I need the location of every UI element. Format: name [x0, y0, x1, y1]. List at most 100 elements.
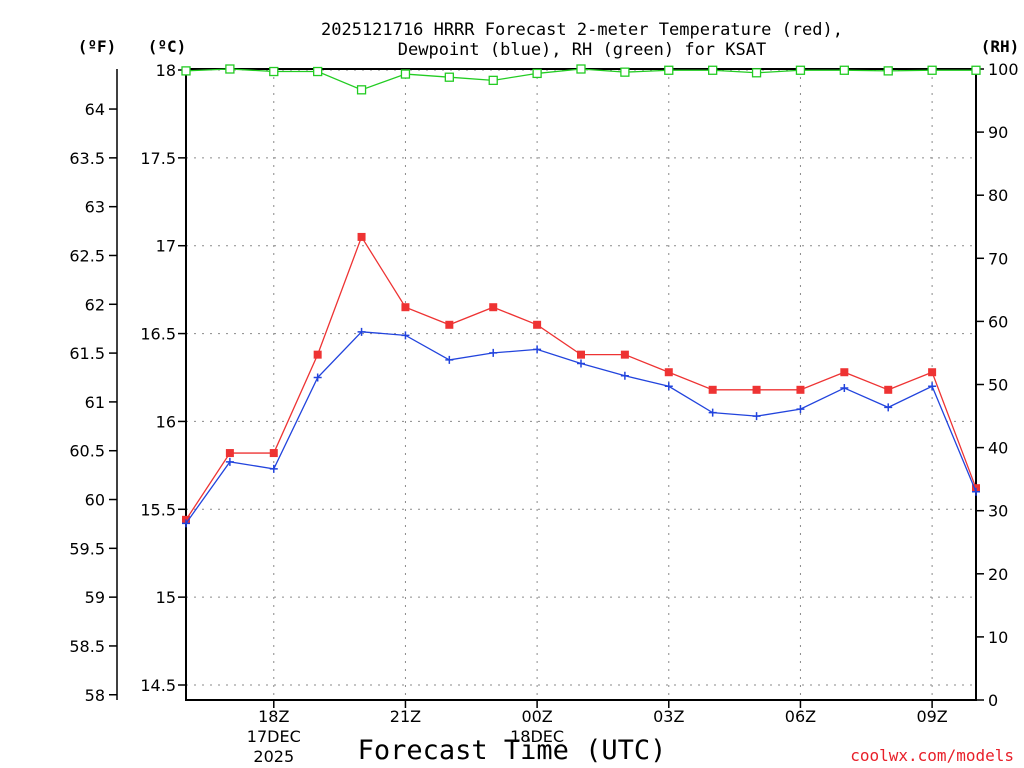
dewpoint-point — [182, 519, 190, 528]
fahrenheit-tick-label: 59 — [85, 588, 105, 607]
rh-point — [313, 66, 323, 77]
fahrenheit-tick-label: 60.5 — [69, 442, 105, 461]
temperature-point — [401, 303, 410, 312]
chart-title-line1: 2025121716 HRRR Forecast 2-meter Tempera… — [321, 20, 843, 40]
rh-point — [883, 66, 893, 76]
chart-title-line2: Dewpoint (blue), RH (green) for KSAT — [398, 40, 766, 60]
temperature-point — [313, 350, 322, 359]
dewpoint-point — [664, 382, 673, 391]
rh-point — [795, 65, 806, 75]
temperature-point — [357, 232, 366, 241]
credit-text: coolwx.com/models — [850, 746, 1014, 765]
rh-point — [225, 64, 235, 74]
x-tick-label: 06Z — [785, 707, 816, 726]
x-tick-date-label: 18DEC — [510, 727, 564, 746]
rh-point — [839, 65, 849, 75]
rh-point — [269, 66, 279, 77]
rh-tick-label: 60 — [988, 312, 1008, 331]
fahrenheit-tick-label: 61.5 — [69, 344, 105, 363]
celsius-tick-label: 17 — [156, 237, 176, 256]
temperature-point — [928, 368, 937, 377]
x-tick-year-label: 2025 — [253, 747, 294, 766]
dewpoint-point — [269, 464, 278, 473]
rh-tick-label: 90 — [988, 123, 1008, 142]
x-tick-label: 18Z — [258, 707, 289, 726]
rh-point — [400, 69, 411, 79]
rh-tick-label: 30 — [988, 502, 1008, 521]
temperature-line — [185, 235, 977, 521]
dewpoint-point — [533, 345, 542, 354]
temperature-point — [664, 368, 673, 377]
dewpoint-point — [620, 371, 629, 380]
rh-tick-label: 80 — [988, 186, 1008, 205]
x-tick-label: 00Z — [521, 707, 552, 726]
x-tick-date-label: 17DEC — [247, 727, 301, 746]
rh-point — [444, 72, 454, 82]
dewpoint-point — [708, 408, 717, 417]
data-series — [181, 64, 981, 528]
temperature-point — [533, 320, 542, 329]
fahrenheit-tick-label: 62 — [85, 295, 105, 314]
rh-point — [181, 66, 191, 76]
rh-unit-label: (RH) — [981, 37, 1020, 56]
fahrenheit-tick-label: 58 — [85, 686, 105, 705]
temperature-point — [269, 449, 278, 458]
axes: 14.5 15 15.5 16 16.5 17 17.5 18 58 58.5 59 59.5 60 60… — [69, 60, 1018, 766]
dewpoint-point — [489, 348, 498, 357]
dewpoint-point — [840, 384, 849, 393]
fahrenheit-tick-label: 62.5 — [69, 246, 105, 265]
rh-tick-label: 20 — [988, 565, 1008, 584]
fahrenheit-unit-label: (ºF) — [78, 37, 117, 56]
rh-point — [576, 64, 586, 74]
rh-tick-label: 40 — [988, 439, 1008, 458]
celsius-tick-label: 18 — [156, 61, 176, 80]
rh-point — [532, 68, 542, 79]
fahrenheit-tick-label: 60 — [85, 491, 105, 510]
rh-tick-label: 0 — [988, 691, 998, 710]
dewpoint-point — [357, 327, 366, 336]
rh-tick-label: 50 — [988, 376, 1008, 395]
celsius-tick-label: 16 — [156, 412, 176, 431]
dewpoint-point — [972, 487, 980, 496]
fahrenheit-tick-label: 58.5 — [69, 637, 105, 656]
dewpoint-point — [796, 405, 805, 414]
temperature-point — [225, 449, 234, 458]
celsius-unit-label: (ºC) — [148, 37, 187, 56]
temperature-point — [620, 350, 629, 359]
fahrenheit-tick-label: 64 — [85, 100, 105, 119]
dewpoint-point — [577, 359, 585, 368]
celsius-tick-label: 14.5 — [140, 676, 176, 695]
fahrenheit-tick-label: 61 — [85, 393, 105, 412]
dewpoint-point — [401, 331, 410, 340]
temperature-point — [708, 385, 717, 394]
rh-point — [708, 65, 718, 75]
grid-lines — [186, 69, 976, 700]
temperature-point — [752, 385, 761, 394]
temperature-point — [884, 385, 893, 394]
rh-tick-label: 10 — [988, 628, 1008, 647]
celsius-tick-label: 17.5 — [140, 149, 176, 168]
rh-point — [664, 65, 674, 75]
rh-point — [488, 75, 498, 86]
celsius-tick-label: 16.5 — [140, 325, 176, 344]
celsius-tick-label: 15 — [156, 588, 176, 607]
temperature-point — [489, 303, 498, 312]
dewpoint-point — [928, 382, 937, 391]
dewpoint-point — [884, 403, 893, 412]
dewpoint-point — [313, 373, 322, 382]
rh-point — [927, 65, 937, 75]
x-tick-label: 03Z — [653, 707, 684, 726]
rh-point — [971, 65, 981, 75]
fahrenheit-tick-label: 63.5 — [69, 149, 105, 168]
fahrenheit-tick-label: 59.5 — [69, 539, 105, 558]
temperature-point — [840, 368, 849, 377]
x-tick-label: 09Z — [916, 707, 947, 726]
fahrenheit-tick-label: 63 — [85, 198, 105, 217]
rh-point — [356, 85, 367, 95]
celsius-tick-label: 15.5 — [140, 500, 176, 519]
rh-point — [751, 68, 762, 78]
dewpoint-point — [752, 412, 761, 421]
rh-point — [620, 67, 630, 77]
rh-series — [181, 64, 981, 95]
